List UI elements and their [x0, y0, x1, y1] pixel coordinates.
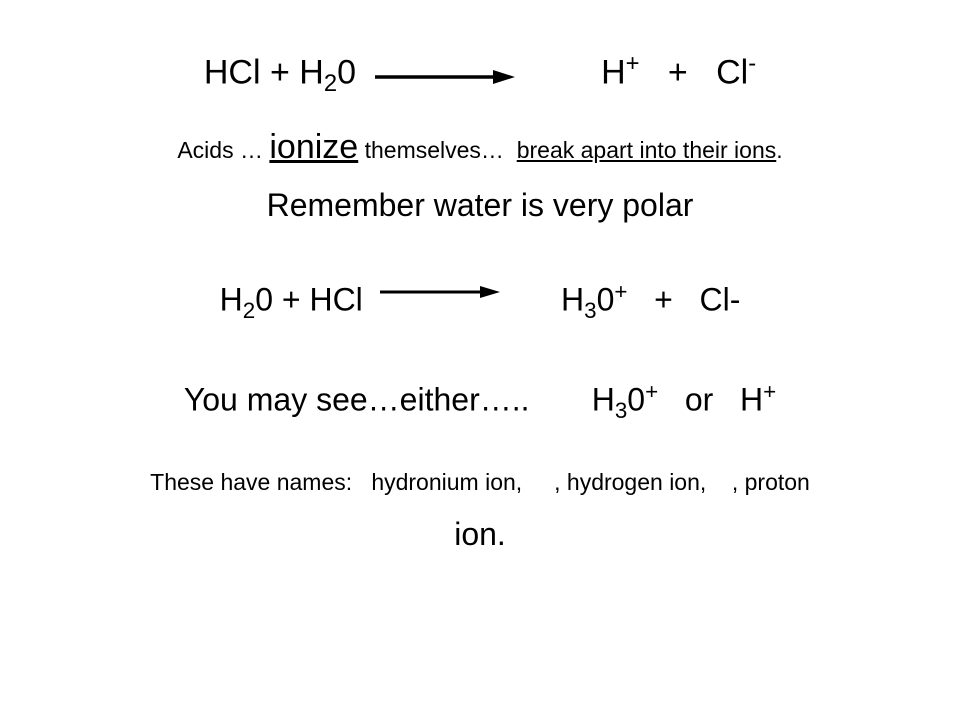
- eq1-h2-zero: 0: [337, 53, 356, 91]
- either-or: or: [658, 382, 740, 418]
- acids-prefix: Acids …: [177, 137, 269, 163]
- either-line: You may see…either….. H30+ or H+: [40, 379, 920, 424]
- eq1-cl-sup: -: [748, 50, 756, 77]
- eq1-hcl: HCl: [204, 53, 261, 91]
- either-prefix: You may see…either…..: [184, 382, 592, 418]
- ionize-word: ionize: [269, 128, 358, 166]
- eq1-plus-right: +: [640, 53, 717, 91]
- equation-2: H20 + HCl H30+ + Cl-: [40, 279, 920, 324]
- either-h-sup: +: [763, 379, 776, 404]
- eq1-h: H: [601, 53, 626, 91]
- names-line: These have names: hydronium ion, , hydro…: [40, 469, 920, 496]
- eq1-h2-sub: 2: [324, 70, 337, 97]
- eq2-h3-sub: 3: [584, 298, 596, 323]
- acids-line: Acids … ionize themselves… break apart i…: [40, 128, 920, 167]
- eq2-plus-right: +: [627, 282, 699, 318]
- eq2-h3: H: [561, 282, 584, 318]
- eq1-h2: H: [299, 53, 324, 91]
- eq2-h3-zero: 0: [597, 282, 615, 318]
- arrow-icon: [380, 270, 500, 307]
- either-h3-sup: +: [645, 379, 658, 404]
- eq2-cl: Cl-: [699, 282, 740, 318]
- eq1-h-sup: +: [626, 50, 640, 77]
- eq1-cl: Cl: [716, 53, 748, 91]
- remember-line: Remember water is very polar: [40, 187, 920, 224]
- either-h3-zero: 0: [627, 382, 645, 418]
- eq2-h2: H: [220, 282, 243, 318]
- acids-period: .: [776, 137, 782, 163]
- break-apart: break apart into their ions: [517, 137, 777, 163]
- eq2-hcl: HCl: [309, 282, 362, 318]
- eq1-plus-left: +: [261, 53, 300, 91]
- eq2-h2-sub: 2: [243, 298, 255, 323]
- eq2-h2-zero: 0 +: [255, 282, 309, 318]
- ion-word: ion.: [40, 516, 920, 553]
- slide-content: HCl + H20 H+ + Cl- Acids … ionize themse…: [40, 50, 920, 670]
- either-h3: H: [592, 382, 615, 418]
- equation-1: HCl + H20 H+ + Cl-: [40, 50, 920, 98]
- either-h3-sub: 3: [615, 398, 627, 423]
- either-h: H: [740, 382, 763, 418]
- arrow-icon: [375, 55, 515, 94]
- acids-middle: themselves…: [358, 137, 517, 163]
- eq2-h3-sup: +: [614, 279, 627, 304]
